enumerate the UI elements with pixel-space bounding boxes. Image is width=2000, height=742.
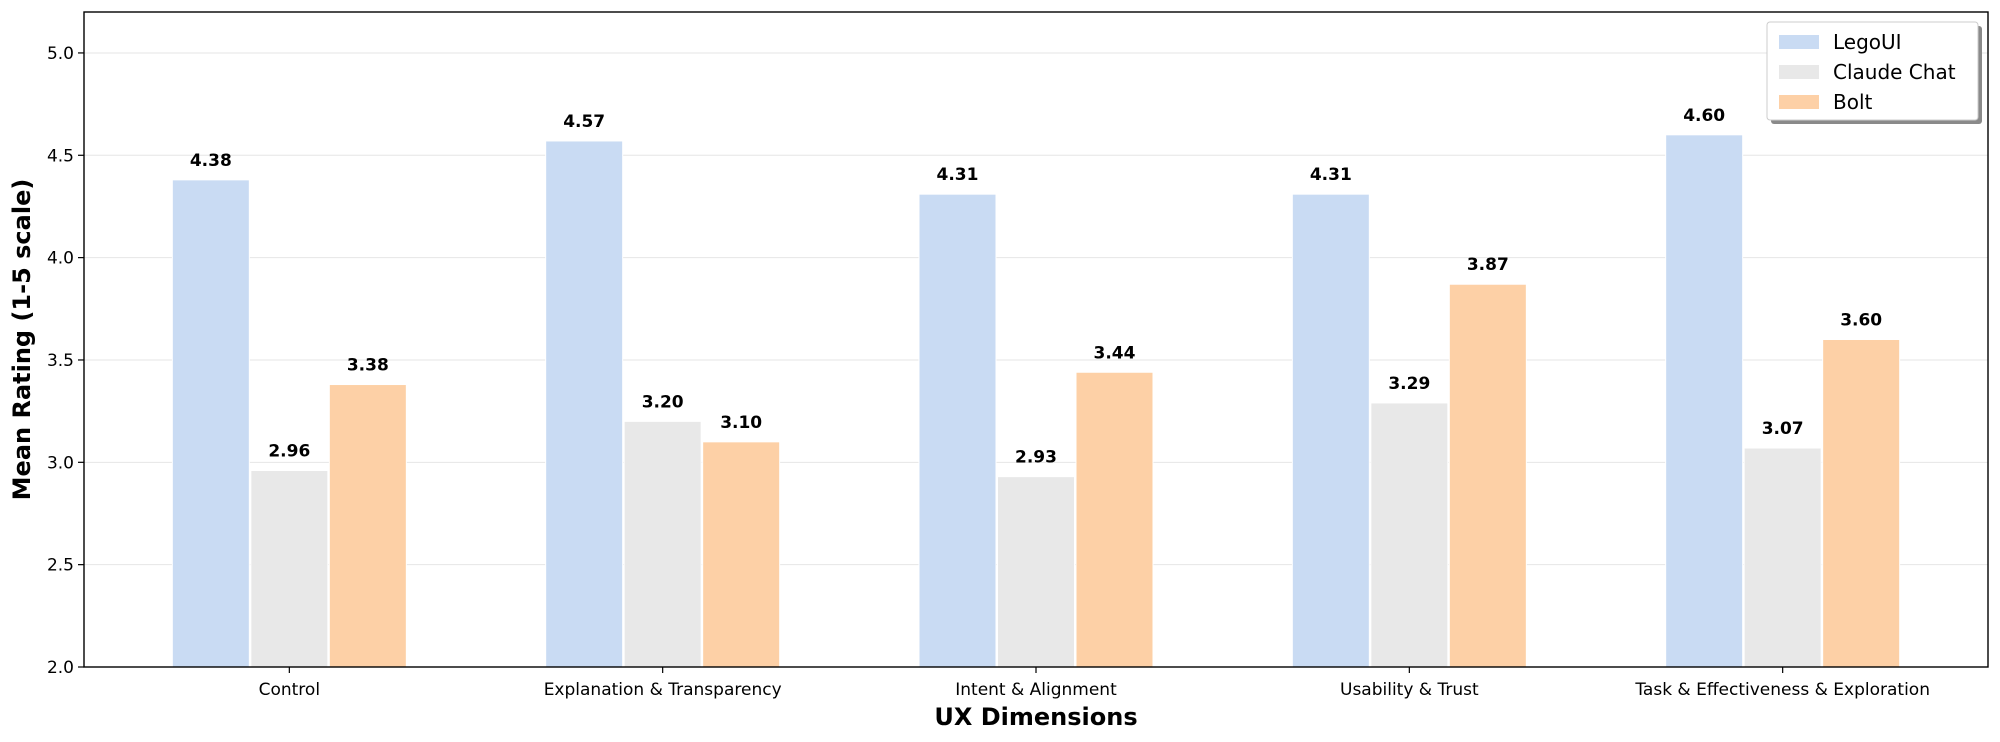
bar-value-label: 3.29	[1388, 374, 1430, 394]
y-axis-title: Mean Rating (1-5 scale)	[8, 179, 36, 501]
y-tick-label: 2.0	[47, 658, 74, 678]
bar-value-label: 3.20	[642, 392, 684, 412]
x-axis-title: UX Dimensions	[934, 703, 1137, 731]
bar	[1075, 371, 1154, 668]
x-tick-label: Task & Effectiveness & Exploration	[1634, 680, 1930, 700]
bar	[1291, 193, 1370, 668]
legend-swatch	[1779, 35, 1819, 49]
bar-value-label: 2.93	[1015, 448, 1057, 468]
x-axis-ticks: Control Explanation & Transparency Intent …	[259, 667, 1930, 700]
y-tick-label: 3.5	[47, 351, 74, 371]
bar	[1448, 283, 1527, 668]
x-tick-label: Control	[259, 680, 320, 700]
bar-value-label: 3.07	[1762, 419, 1804, 439]
legend-label: Bolt	[1833, 90, 1873, 114]
y-tick-label: 5.0	[47, 44, 74, 64]
bar	[918, 193, 997, 668]
bar-value-label: 3.87	[1467, 255, 1509, 275]
bar-value-label: 4.57	[563, 112, 605, 132]
bar-value-label: 3.44	[1094, 343, 1136, 363]
bar	[1822, 339, 1901, 668]
bar	[250, 470, 329, 668]
bar	[171, 179, 250, 668]
bar	[1665, 134, 1744, 668]
bar-value-label: 3.60	[1840, 311, 1882, 331]
bar	[1743, 447, 1822, 668]
value-labels: 4.38 2.96 3.38 4.57 3.20 3.10 4.31 2.93 3.44 4.31…	[190, 106, 1882, 468]
legend-swatch	[1779, 95, 1819, 109]
bar	[1370, 402, 1449, 668]
bar-value-label: 4.31	[1310, 165, 1352, 185]
bar-value-label: 4.38	[190, 151, 232, 171]
x-tick-label: Explanation & Transparency	[544, 680, 782, 700]
y-tick-label: 4.5	[47, 146, 74, 166]
y-axis-ticks: 2.0 2.5 3.0 3.5 4.0 4.5 5.0	[47, 44, 84, 678]
bar-value-label: 3.38	[347, 356, 389, 376]
y-tick-label: 4.0	[47, 249, 74, 269]
x-tick-label: Intent & Alignment	[955, 680, 1117, 700]
x-tick-label: Usability & Trust	[1340, 680, 1479, 700]
legend-box	[1766, 21, 1979, 121]
y-tick-label: 2.5	[47, 556, 74, 576]
legend-label: Claude Chat	[1833, 60, 1956, 84]
bar	[328, 384, 407, 668]
y-tick-label: 3.0	[47, 453, 74, 473]
legend-swatch	[1779, 65, 1819, 79]
bar-value-label: 3.10	[720, 413, 762, 433]
bar-value-label: 4.31	[937, 165, 979, 185]
bar-value-label: 4.60	[1683, 106, 1725, 126]
bar-value-label: 2.96	[268, 442, 310, 462]
legend-label: LegoUI	[1833, 30, 1902, 54]
bars	[171, 134, 1901, 668]
bar	[623, 420, 702, 668]
bar	[545, 140, 624, 668]
bar	[997, 476, 1075, 668]
legend: LegoUI Claude Chat Bolt	[1766, 21, 1982, 124]
bar	[702, 441, 781, 668]
